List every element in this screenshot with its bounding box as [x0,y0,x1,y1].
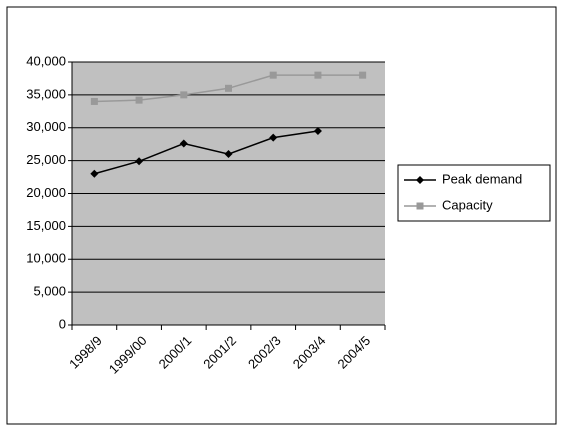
y-tick-label: 40,000 [26,53,66,68]
y-tick-label: 35,000 [26,86,66,101]
y-tick-label: 25,000 [26,152,66,167]
marker [135,96,143,104]
y-tick-label: 30,000 [26,119,66,134]
legend-label: Peak demand [442,171,522,186]
legend-label: Capacity [442,197,493,212]
y-tick-label: 15,000 [26,218,66,233]
marker [225,84,232,92]
marker [90,169,99,178]
marker [313,127,322,136]
marker [269,71,277,79]
marker [359,71,367,79]
marker [314,71,322,79]
y-tick-label: 10,000 [26,251,66,266]
marker [224,150,233,159]
marker [269,133,278,142]
marker [135,157,144,166]
series-line [94,130,319,175]
marker [416,202,424,210]
y-tick-label: 5,000 [33,284,66,299]
marker [416,176,424,184]
marker [179,139,188,148]
legend: Peak demand Capacity [397,164,551,222]
marker [180,91,188,99]
legend-box [397,164,551,222]
y-tick-label: 20,000 [26,185,66,200]
y-tick-label: 0 [59,316,66,331]
marker [90,97,98,105]
